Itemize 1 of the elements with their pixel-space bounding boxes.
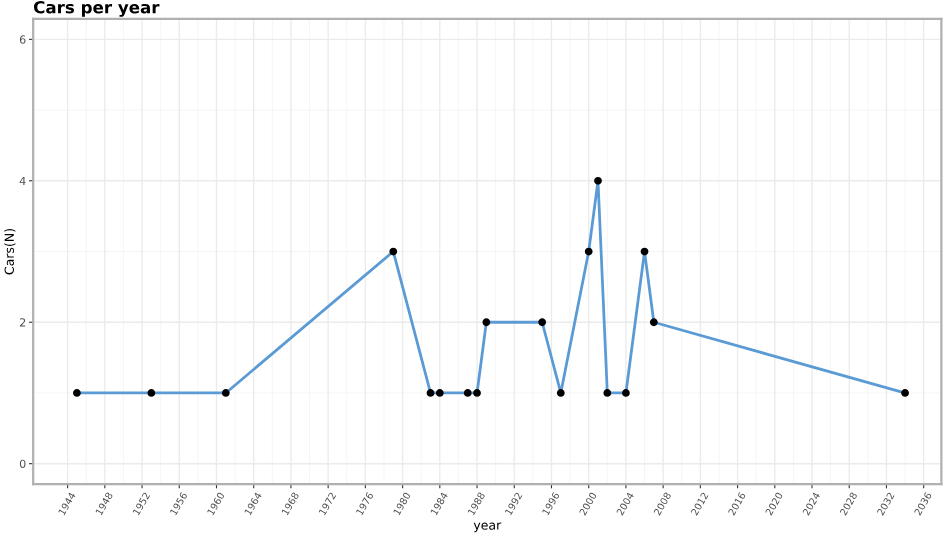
chart-title: Cars per year: [34, 0, 160, 17]
